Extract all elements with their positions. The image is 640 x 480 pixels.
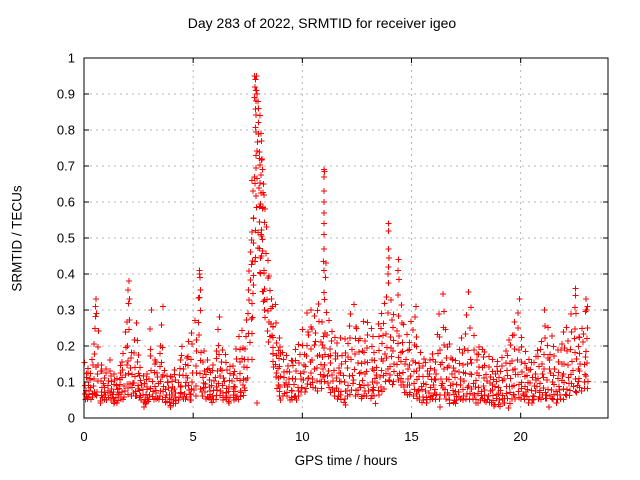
y-tick-label: 0.2 <box>57 339 75 354</box>
y-axis-label: SRMTID / TECUs <box>9 185 25 292</box>
x-tick-label: 0 <box>80 429 87 444</box>
y-tick-label: 1 <box>68 51 75 66</box>
y-tick-label: 0.7 <box>57 159 75 174</box>
x-tick-label: 15 <box>404 429 418 444</box>
x-tick-label: 10 <box>295 429 309 444</box>
y-tick-label: 0.9 <box>57 87 75 102</box>
y-tick-label: 0.4 <box>57 267 75 282</box>
y-tick-label: 0.5 <box>57 231 75 246</box>
x-tick-label: 20 <box>513 429 527 444</box>
x-axis-label: GPS time / hours <box>294 453 398 468</box>
plot-border <box>83 57 609 419</box>
y-tick-label: 0 <box>68 411 75 426</box>
y-tick-label: 0.3 <box>57 303 75 318</box>
grid-lines <box>84 58 608 418</box>
chart-title: Day 283 of 2022, SRMTID for receiver ige… <box>187 15 457 31</box>
data-points <box>81 73 591 411</box>
y-tick-label: 0.8 <box>57 123 75 138</box>
y-tick-label: 0.1 <box>57 375 75 390</box>
y-tick-label: 0.6 <box>57 195 75 210</box>
x-tick-label: 5 <box>190 429 197 444</box>
